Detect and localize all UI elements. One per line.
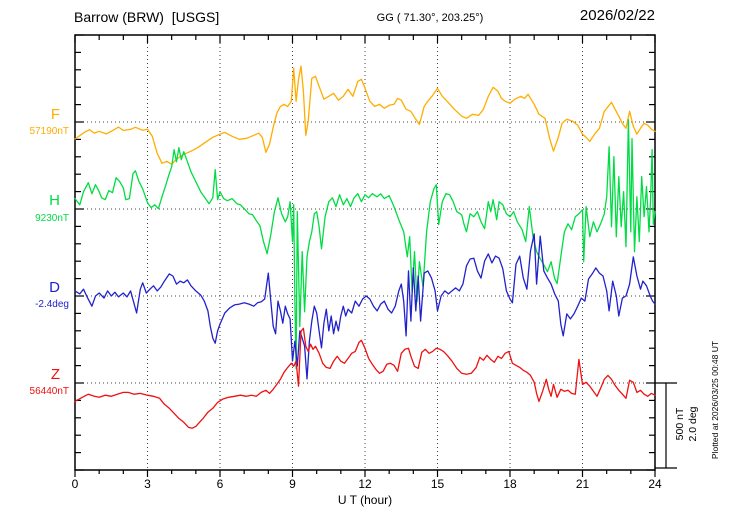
trace-d — [74, 233, 656, 380]
x-tick-label: 3 — [144, 477, 151, 491]
plot-date: 2026/02/22 — [579, 7, 655, 24]
x-tick-label: 18 — [503, 477, 517, 491]
station-title: Barrow (BRW) [USGS] — [74, 9, 220, 25]
x-tick-label: 12 — [358, 477, 372, 491]
component-value-d: -2.4deg — [35, 299, 69, 310]
component-value-h: 9230nT — [35, 213, 69, 224]
trace-h — [74, 119, 656, 370]
scale-bar-deg: 2.0 deg — [687, 406, 699, 442]
scale-bar-label: 500 nT 2.0 deg — [674, 399, 702, 449]
x-tick-label: 6 — [216, 477, 224, 491]
x-tick-label: 21 — [575, 477, 590, 491]
x-tick-label: 24 — [648, 477, 662, 491]
component-label-h: H — [49, 192, 60, 209]
component-label-f: F — [50, 106, 60, 123]
x-axis-title: U T (hour) — [337, 493, 393, 507]
x-tick-label: 9 — [289, 477, 296, 491]
plot-frame — [74, 34, 656, 471]
plotted-at-note: Plotted at 2026/03/25 00:48 UT — [710, 340, 720, 460]
component-value-z: 56440nT — [29, 386, 69, 397]
trace-z — [74, 327, 656, 429]
geographic-coords: GG ( 71.30°, 203.25°) — [376, 12, 484, 24]
x-tick-label: 0 — [71, 477, 79, 491]
scale-bar-nt: 500 nT — [674, 407, 686, 441]
component-label-d: D — [49, 279, 60, 296]
component-value-f: 57190nT — [29, 126, 69, 137]
x-tick-label: 15 — [430, 477, 445, 491]
component-label-z: Z — [50, 366, 60, 383]
trace-f — [74, 65, 656, 165]
